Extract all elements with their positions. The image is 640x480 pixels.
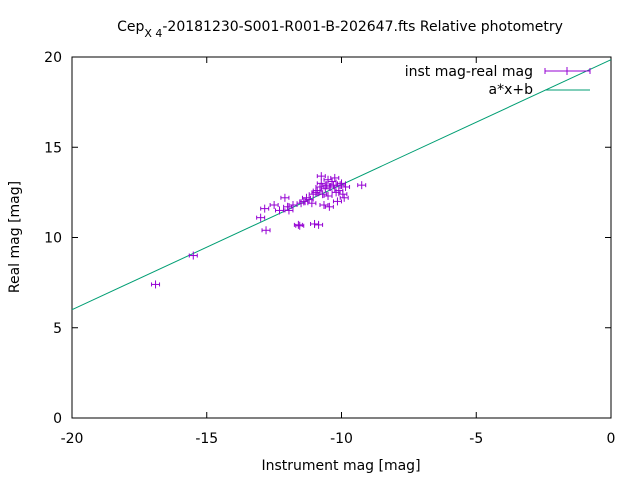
chart-title-suffix: -20181230-S001-R001-B-202647.fts Relativ…: [162, 19, 563, 35]
y-tick-label: 10: [44, 231, 62, 247]
x-tick-label: -20: [61, 431, 84, 447]
data-point: [188, 251, 198, 260]
legend-label-points: inst mag-real mag: [405, 64, 533, 80]
chart-title-subscript: X 4: [144, 27, 162, 40]
data-point: [338, 190, 348, 199]
legend: inst mag-real mag a*x+b: [405, 64, 591, 98]
data-point: [332, 197, 342, 206]
data-point: [318, 190, 328, 199]
data-point: [269, 201, 279, 210]
y-axis-label: Real mag [mag]: [7, 181, 23, 293]
x-tick-label: -10: [330, 431, 353, 447]
data-point: [288, 201, 298, 210]
scatter-series: [151, 172, 367, 289]
data-point: [261, 226, 271, 235]
y-axis-ticks: 0 5 10 15 20: [44, 50, 611, 427]
y-tick-label: 20: [44, 50, 62, 66]
y-tick-label: 0: [53, 411, 62, 427]
data-point: [316, 172, 326, 181]
data-point: [260, 204, 270, 213]
data-point: [323, 191, 333, 200]
data-point: [341, 182, 351, 191]
data-point: [319, 201, 329, 210]
data-point: [357, 181, 367, 190]
chart-title: CepX 4-20181230-S001-R001-B-202647.fts R…: [117, 19, 563, 40]
x-axis-label: Instrument mag [mag]: [261, 458, 420, 474]
data-point: [151, 280, 161, 289]
y-tick-label: 5: [53, 321, 62, 337]
data-point: [256, 213, 266, 222]
data-point: [307, 199, 317, 208]
data-point: [280, 193, 290, 202]
plot-frame: [71, 56, 612, 419]
chart-title-prefix: Cep: [117, 19, 144, 35]
legend-sample-points: [544, 67, 591, 75]
x-tick-label: -15: [195, 431, 218, 447]
data-point: [330, 173, 340, 182]
x-tick-label: -5: [469, 431, 483, 447]
data-point: [314, 220, 324, 229]
data-point: [275, 206, 285, 215]
data-point: [295, 221, 305, 230]
legend-label-line: a*x+b: [489, 82, 534, 98]
data-point: [284, 206, 294, 215]
data-point: [339, 193, 349, 202]
data-point: [324, 202, 334, 211]
x-tick-label: 0: [607, 431, 616, 447]
data-point: [316, 179, 326, 188]
data-point: [327, 177, 337, 186]
x-axis-ticks: -20 -15 -10 -5 0: [61, 57, 616, 447]
y-tick-label: 15: [44, 140, 62, 156]
chart-title-text: CepX 4-20181230-S001-R001-B-202647.fts R…: [117, 19, 563, 40]
